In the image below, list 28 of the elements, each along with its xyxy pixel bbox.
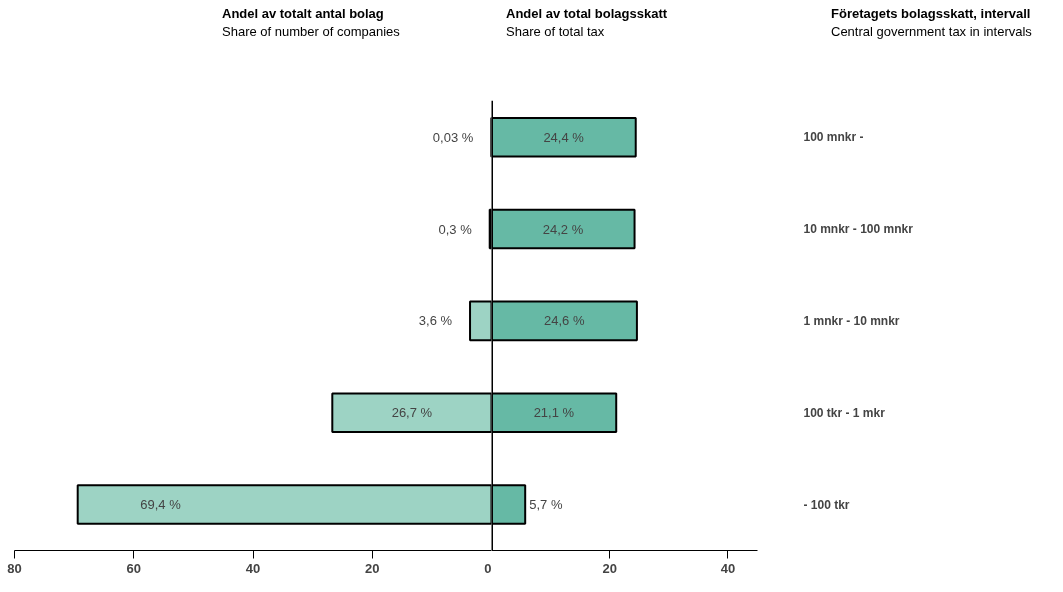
y-tick-label: 10 mnkr - 100 mnkr [803, 222, 914, 237]
y-tick-label: 100 mnkr - [803, 130, 864, 145]
y-tick-label: 1 mnkr - 10 mnkr [803, 313, 900, 328]
data-label: 24,2 % [542, 221, 584, 237]
data-label: 24,6 % [543, 313, 585, 329]
chart-title: Andel av total bolagsskatt [506, 5, 669, 23]
x-tick-label: 20 [365, 560, 380, 576]
data-label: 5,7 % [529, 497, 563, 513]
chart-title: Andel av totalt antal bolag [222, 5, 385, 23]
x-tick-label: 60 [126, 560, 141, 576]
data-label: 21,1 % [533, 405, 575, 421]
x-tick-label: 40 [720, 560, 736, 576]
x-tick-label: 40 [245, 560, 261, 576]
y-tick-label: - 100 tkr [803, 497, 850, 512]
data-label: 3,6 % [418, 313, 453, 329]
text: Central government tax in intervals [831, 23, 1032, 41]
data-label: 24,4 % [543, 129, 585, 145]
chart-subtitle: Share of number of companies [222, 23, 400, 41]
y-tick-label: 100 tkr - 1 mkr [803, 405, 886, 420]
data-label: 26,7 % [391, 405, 433, 421]
chart-subtitle: Share of total tax [506, 23, 606, 41]
data-label: 0,3 % [438, 221, 473, 237]
x-tick-label: 20 [602, 560, 617, 576]
data-label: 69,4 % [140, 497, 182, 513]
data-label: 0,03 % [432, 129, 474, 145]
x-tick-label: 80 [7, 560, 22, 576]
x-tick-label: 0 [484, 560, 492, 576]
y-axis-title: Företagets bolagsskatt, intervall [831, 5, 1032, 23]
